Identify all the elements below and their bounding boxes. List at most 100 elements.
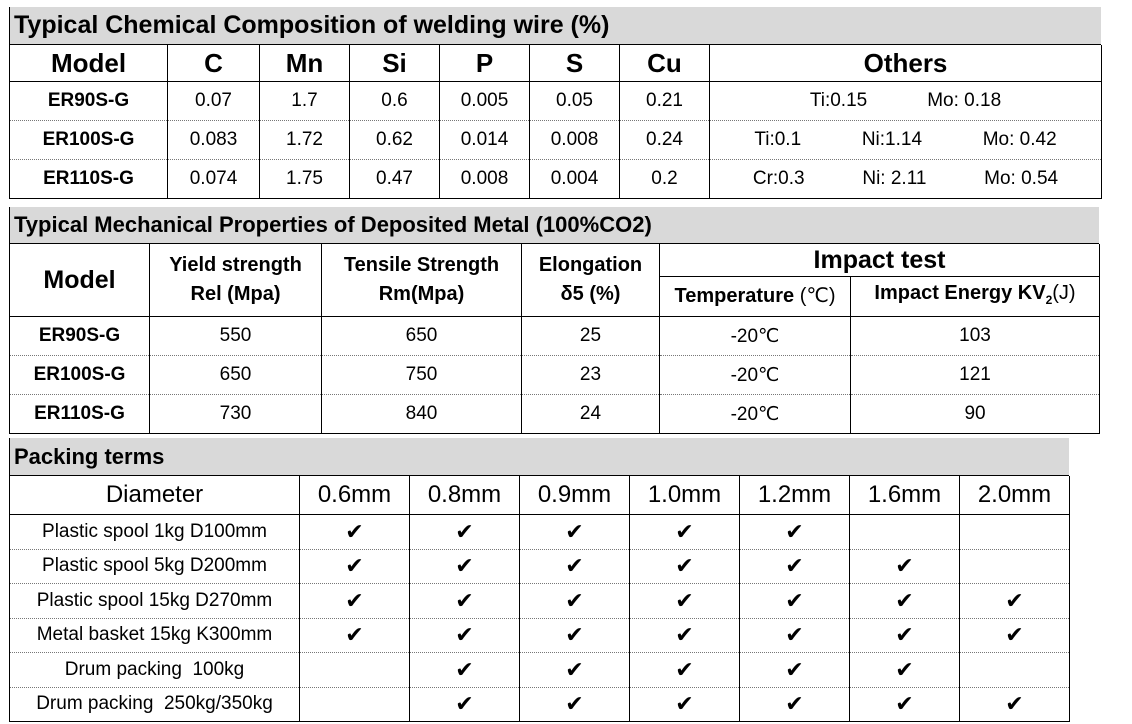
packing-check-cell: ✔ [299, 514, 410, 550]
tensile-label: Tensile Strength [343, 254, 500, 276]
others-value: Ni:1.14 [861, 129, 923, 150]
table-row: ER110S-G 0.074 1.75 0.47 0.008 0.004 0.2… [9, 159, 1102, 199]
cu-cell: 0.2 [619, 159, 710, 199]
energy-cell: 103 [849, 316, 1101, 356]
check-icon: ✔ [565, 587, 584, 613]
packing-check-cell: ✔ [849, 549, 960, 584]
packing-check-cell: ✔ [409, 618, 520, 653]
temperature-label: Temperature [674, 285, 795, 307]
packing-check-cell [959, 652, 1070, 688]
packing-label-cell: Metal basket 15kg K300mm [9, 618, 300, 653]
packing-label-cell: Drum packing 250kg/350kg [9, 687, 300, 722]
model-cell: ER110S-G [9, 159, 168, 199]
p-cell: 0.008 [439, 159, 530, 199]
elongation-label: Elongation [538, 254, 643, 276]
header-diameter-value: 1.6mm [849, 476, 960, 515]
header-cu: Cu [619, 45, 710, 82]
packing-check-cell: ✔ [519, 514, 630, 550]
table-row: Plastic spool 5kg D200mm ✔ ✔ ✔ ✔ ✔ ✔ [9, 549, 1070, 584]
si-cell: 0.62 [349, 120, 440, 160]
check-icon: ✔ [675, 553, 694, 579]
others-value: Cr:0.3 [752, 168, 805, 189]
packing-check-cell: ✔ [739, 618, 850, 653]
cu-cell: 0.24 [619, 120, 710, 160]
others-cell: Ti:0.1 Ni:1.14 Mo: 0.42 [709, 120, 1102, 160]
table-row: Plastic spool 1kg D100mm ✔ ✔ ✔ ✔ ✔ [9, 514, 1070, 550]
header-diameter-value: 0.6mm [299, 476, 410, 515]
yield-cell: 550 [149, 316, 322, 356]
check-icon: ✔ [345, 518, 364, 544]
yield-label: Yield strength [169, 254, 302, 276]
packing-check-cell: ✔ [849, 652, 960, 688]
tensile-cell: 750 [321, 355, 522, 395]
check-icon: ✔ [455, 656, 474, 682]
check-icon: ✔ [785, 691, 804, 717]
temperature-cell: -20℃ [659, 394, 851, 434]
composition-header-row: Model C Mn Si P S Cu Others [9, 45, 1102, 82]
packing-check-cell: ✔ [849, 583, 960, 619]
header-s: S [529, 45, 620, 82]
packing-check-cell [849, 514, 960, 550]
mn-cell: 1.72 [259, 120, 350, 160]
model-cell: ER100S-G [9, 355, 150, 395]
model-cell: ER90S-G [9, 316, 150, 356]
check-icon: ✔ [1005, 587, 1024, 613]
header-model: Model [9, 45, 168, 82]
tensile-cell: 650 [321, 316, 522, 356]
check-icon: ✔ [455, 518, 474, 544]
header-c: C [167, 45, 260, 82]
mn-cell: 1.7 [259, 81, 350, 121]
p-cell: 0.005 [439, 81, 530, 121]
check-icon: ✔ [785, 587, 804, 613]
header-others: Others [709, 45, 1102, 82]
packing-check-cell: ✔ [409, 652, 520, 688]
check-icon: ✔ [455, 691, 474, 717]
packing-check-cell: ✔ [739, 514, 850, 550]
packing-check-cell: ✔ [299, 583, 410, 619]
check-icon: ✔ [785, 656, 804, 682]
p-cell: 0.014 [439, 120, 530, 160]
packing-check-cell: ✔ [629, 583, 740, 619]
packing-check-cell: ✔ [519, 549, 630, 584]
check-icon: ✔ [675, 656, 694, 682]
check-icon: ✔ [565, 518, 584, 544]
table-row: ER90S-G 0.07 1.7 0.6 0.005 0.05 0.21 Ti:… [9, 81, 1102, 121]
c-cell: 0.083 [167, 120, 260, 160]
elongation-unit: δ5 (%) [560, 283, 621, 305]
others-cell: Cr:0.3 Ni: 2.11 Mo: 0.54 [709, 159, 1102, 199]
packing-check-cell: ✔ [519, 618, 630, 653]
mechanical-subheader-row: Temperature (℃) Impact Energy KV2(J) [10, 276, 1101, 317]
tensile-cell: 840 [321, 394, 522, 434]
packing-check-cell [959, 514, 1070, 550]
header-diameter-value: 0.8mm [409, 476, 520, 515]
packing-check-cell: ✔ [959, 687, 1070, 722]
table-row: Plastic spool 15kg D270mm ✔ ✔ ✔ ✔ ✔ ✔ ✔ [9, 583, 1070, 619]
packing-title: Packing terms [9, 438, 1069, 476]
header-model: Model [9, 244, 150, 317]
header-elongation: Elongation δ5 (%) [521, 244, 660, 317]
packing-check-cell: ✔ [739, 583, 850, 619]
c-cell: 0.074 [167, 159, 260, 199]
energy-cell: 90 [849, 394, 1101, 434]
yield-unit: Rel (Mpa) [190, 283, 281, 305]
packing-check-cell [299, 652, 410, 688]
header-diameter-value: 2.0mm [959, 476, 1070, 515]
energy-subscript: 2 [1045, 292, 1053, 307]
packing-label-cell: Plastic spool 5kg D200mm [9, 549, 300, 584]
packing-check-cell: ✔ [299, 618, 410, 653]
mechanical-table: Model Yield strength Rel (Mpa) Tensile S… [9, 244, 1101, 434]
packing-check-cell [299, 687, 410, 722]
table-row: ER100S-G 650 750 23 -20℃ 121 [9, 355, 1101, 395]
energy-unit: (J) [1052, 281, 1076, 304]
composition-title: Typical Chemical Composition of welding … [9, 7, 1101, 45]
header-diameter-value: 1.2mm [739, 476, 850, 515]
check-icon: ✔ [455, 553, 474, 579]
mechanical-header-row: Model Yield strength Rel (Mpa) Tensile S… [9, 244, 1101, 317]
packing-check-cell [959, 549, 1070, 584]
packing-check-cell: ✔ [629, 549, 740, 584]
si-cell: 0.47 [349, 159, 440, 199]
packing-body: Plastic spool 1kg D100mm ✔ ✔ ✔ ✔ ✔ Plastic spo… [9, 514, 1070, 722]
check-icon: ✔ [895, 587, 914, 613]
packing-table: Diameter 0.6mm 0.8mm 0.9mm 1.0mm 1.2mm 1… [9, 476, 1070, 722]
table-row: ER110S-G 730 840 24 -20℃ 90 [9, 394, 1101, 434]
